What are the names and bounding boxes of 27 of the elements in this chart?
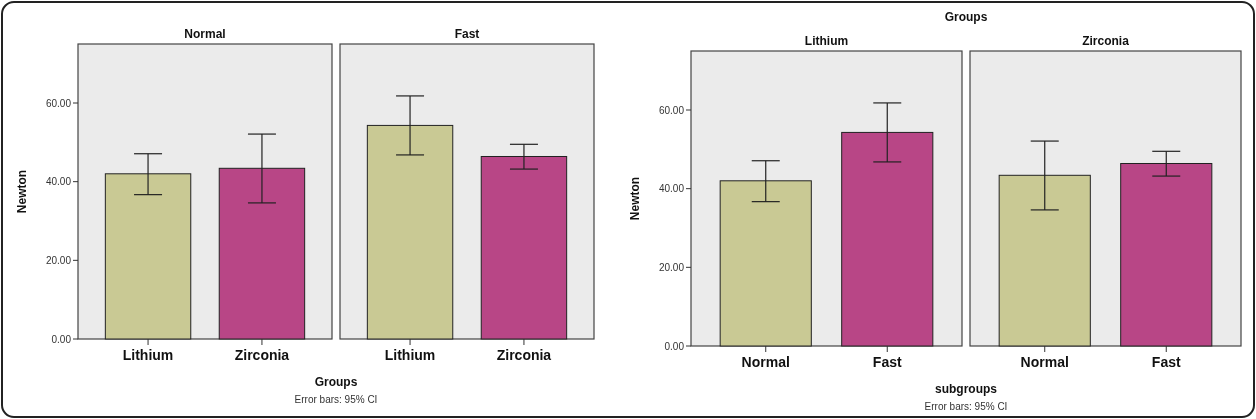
y-axis-title: Newton [15, 169, 29, 214]
y-tick-label: 60.00 [658, 104, 685, 116]
y-tick-label: 60.00 [45, 97, 72, 109]
y-axis-title: Newton [628, 176, 642, 221]
y-tick-label: 20.00 [45, 254, 72, 266]
y-tick-label: 20.00 [658, 261, 685, 273]
x-axis-title: Groups [314, 375, 358, 389]
x-tick-label: Normal [1020, 354, 1069, 370]
y-tick-label: 0.00 [51, 333, 72, 345]
x-tick-label: Fast [872, 354, 902, 370]
y-tick-label: 40.00 [45, 176, 72, 188]
text: Error bars: 95% CI [294, 394, 378, 405]
chart-title: Zirconia [1082, 34, 1130, 48]
x-tick-label: Zirconia [496, 347, 552, 363]
x-tick-label: Lithium [384, 347, 436, 363]
chart-title: Lithium [804, 34, 849, 48]
x-axis-title: subgroups [935, 382, 998, 396]
x-tick-label: Fast [1151, 354, 1181, 370]
x-tick-label: Normal [741, 354, 790, 370]
text: Error bars: 95% CI [924, 401, 1008, 412]
x-tick-label: Lithium [122, 347, 174, 363]
x-tick-label: Zirconia [234, 347, 290, 363]
chart-title: Fast [454, 27, 480, 41]
y-tick-label: 0.00 [664, 340, 685, 352]
y-tick-label: 40.00 [658, 183, 685, 195]
chart-title: Normal [184, 27, 226, 41]
chart-subtitle: Groups [944, 10, 988, 24]
